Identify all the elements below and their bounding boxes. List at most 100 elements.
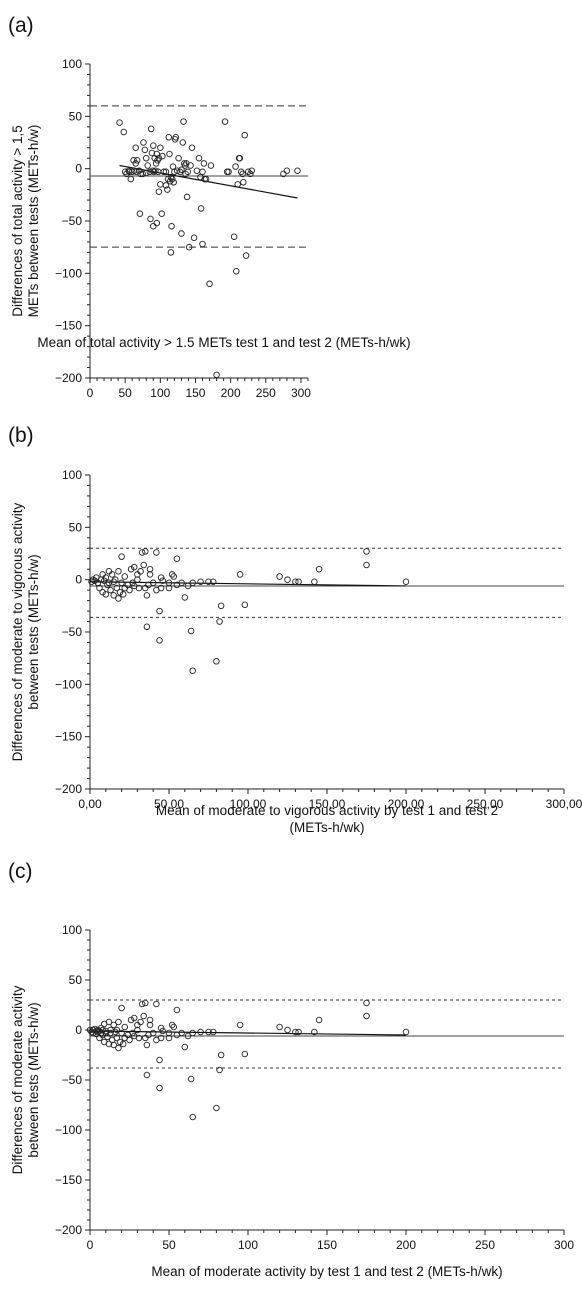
data-point: [205, 578, 212, 586]
data-point: [115, 595, 122, 602]
data-point: [157, 181, 164, 188]
data-point: [152, 160, 160, 167]
y-tick-label: 50: [69, 109, 83, 123]
data-point: [217, 602, 225, 610]
data-point: [135, 584, 143, 592]
data-point: [188, 144, 196, 151]
data-point: [137, 568, 144, 575]
data-point: [118, 579, 125, 587]
data-point: [213, 371, 220, 379]
data-point: [295, 1028, 302, 1036]
data-point: [149, 579, 157, 587]
data-point: [216, 1066, 223, 1074]
chart-panel-2: (b) −200 −150 −100 −50 0 50 100 0,00 50,00 100,00 1…: [8, 424, 582, 835]
data-point: [182, 170, 189, 178]
data-point: [153, 1000, 160, 1008]
data-point: [157, 144, 164, 151]
data-point: [233, 267, 240, 275]
y-axis-label: between tests (METs-h/w): [26, 554, 41, 709]
data-point: [230, 233, 238, 240]
data-point: [181, 594, 189, 601]
data-point: [107, 586, 114, 594]
data-point: [292, 1028, 299, 1036]
data-point: [96, 584, 103, 592]
data-point: [213, 658, 220, 665]
data-point: [197, 205, 205, 212]
y-tick-label: 0: [75, 573, 82, 587]
data-point: [276, 1023, 283, 1031]
data-point: [110, 1041, 117, 1049]
y-tick-label: −50: [62, 625, 83, 639]
x-tick-label: 100: [238, 1238, 258, 1252]
data-point: [115, 1018, 122, 1026]
data-point: [294, 167, 301, 175]
data-point: [146, 1016, 154, 1024]
data-point: [221, 118, 229, 125]
regression-line: [89, 1030, 407, 1036]
data-point: [187, 627, 195, 635]
data-point: [172, 134, 180, 141]
data-point: [276, 573, 283, 580]
data-point: [143, 1041, 151, 1049]
data-point: [136, 210, 144, 217]
data-point: [113, 1034, 121, 1042]
data-point: [104, 1033, 111, 1041]
data-point: [189, 579, 196, 587]
x-tick-label: 50: [118, 386, 132, 400]
data-point: [189, 1113, 196, 1121]
data-point: [173, 1006, 181, 1014]
data-point: [232, 163, 239, 170]
y-tick-label: −150: [55, 730, 82, 744]
data-point: [236, 154, 244, 162]
data-point: [173, 555, 181, 562]
data-point: [126, 168, 133, 176]
data-point: [153, 219, 161, 227]
data-point: [107, 1029, 114, 1037]
data-point: [138, 549, 146, 556]
data-point: [184, 168, 191, 176]
data-point: [130, 1014, 138, 1022]
data-point: [205, 1028, 212, 1036]
data-point: [295, 578, 302, 586]
data-point: [143, 169, 150, 177]
data-point: [241, 131, 248, 139]
y-tick-label: −200: [55, 782, 82, 796]
data-point: [121, 1023, 129, 1031]
data-point: [150, 222, 157, 230]
x-tick-label: 100,00: [230, 797, 267, 811]
data-point: [165, 1029, 173, 1037]
data-point: [116, 119, 123, 126]
data-point: [162, 182, 170, 189]
data-point: [241, 1050, 249, 1058]
y-axis-label: Differences of moderate activity: [10, 985, 25, 1174]
data-point: [165, 579, 173, 587]
data-point: [209, 1028, 217, 1036]
data-point: [180, 118, 187, 125]
x-tick-label: 250,00: [467, 797, 504, 811]
x-tick-label: 150: [317, 1238, 337, 1252]
data-point: [159, 1027, 166, 1035]
data-point: [102, 574, 110, 581]
y-tick-label: 50: [69, 520, 83, 534]
data-point: [102, 1029, 110, 1037]
data-point: [150, 168, 158, 176]
data-point: [105, 568, 113, 575]
data-point: [241, 601, 249, 609]
data-point: [315, 1016, 323, 1024]
data-point: [402, 578, 410, 586]
y-tick-label: 0: [75, 162, 82, 176]
x-tick-label: 0: [87, 1238, 94, 1252]
y-axis-label: Differences of total activity > 1,5: [10, 125, 25, 316]
data-point: [166, 150, 173, 158]
data-point: [127, 1016, 135, 1024]
data-point: [187, 162, 194, 169]
x-tick-label: 250: [256, 386, 276, 400]
chart-panel-3: (c) −200 −150 −100 −50 0 50 100 0 50 100 150 200 250 3…: [8, 860, 574, 1279]
data-point: [143, 592, 151, 599]
data-point: [146, 565, 154, 573]
regression-line: [89, 581, 407, 587]
data-point: [152, 167, 159, 175]
data-point: [189, 667, 196, 674]
data-point: [140, 139, 147, 146]
